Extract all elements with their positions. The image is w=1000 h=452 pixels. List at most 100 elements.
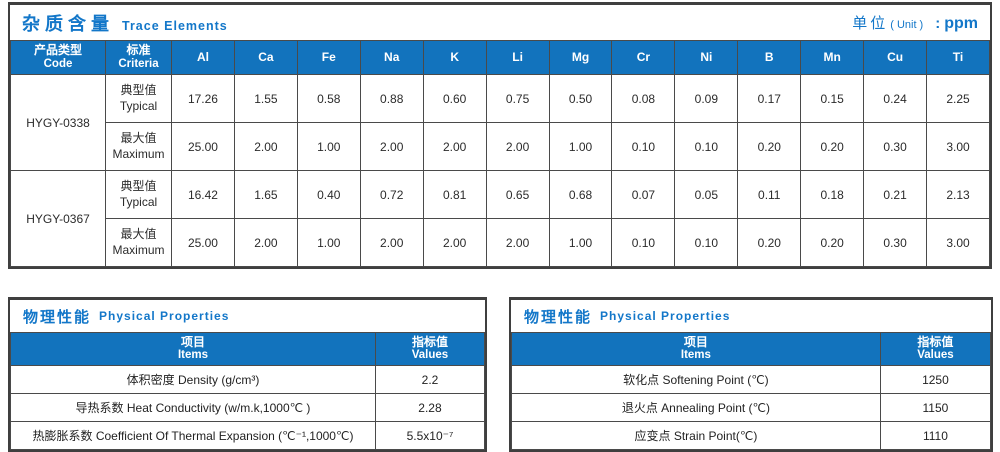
col-header-values-zh: 指标值 <box>917 334 954 349</box>
criteria-cell: 最大值 Maximum <box>105 122 172 171</box>
col-header-element: Mg <box>548 40 613 75</box>
col-header-element: Mn <box>800 40 865 75</box>
physical-properties-section-right: 物理性能 Physical Properties 项目 Items 指标值 Va… <box>509 297 993 452</box>
criteria-cell: 典型值 Typical <box>105 170 172 219</box>
table-row: HYGY-0367 典型值 Typical 16.42 1.65 0.40 0.… <box>10 170 990 267</box>
item-cell: 导热系数 Heat Conductivity (w/m.k,1000℃ ) <box>10 393 376 422</box>
value-cell: 2.00 <box>485 122 550 171</box>
value-cell: 0.20 <box>800 122 865 171</box>
trace-title-zh: 杂质含量 <box>22 13 114 34</box>
value-cell: 2.00 <box>359 218 424 267</box>
physical-header-row: 项目 Items 指标值 Values <box>511 332 992 366</box>
value-cell: 0.11 <box>737 170 802 219</box>
product-code-cell: HYGY-0338 <box>10 74 106 171</box>
col-header-values-en: Values <box>917 349 954 362</box>
table-row: 导热系数 Heat Conductivity (w/m.k,1000℃ ) 2.… <box>10 393 486 422</box>
value-cell: 0.20 <box>737 122 802 171</box>
col-header-criteria: 标准 Criteria <box>105 40 172 75</box>
value-cell: 0.50 <box>548 74 613 123</box>
col-header-element: B <box>737 40 802 75</box>
trace-table: 产品类型 Code 标准 Criteria Al Ca Fe Na K Li M… <box>10 40 990 267</box>
item-cell: 退火点 Annealing Point (℃) <box>511 393 881 422</box>
col-header-element: Ti <box>926 40 990 75</box>
table-row: 退火点 Annealing Point (℃) 1150 <box>511 393 992 422</box>
table-row: 最大值 Maximum 25.00 2.00 1.00 2.00 2.00 2.… <box>11 218 990 267</box>
value-cell: 0.68 <box>548 170 613 219</box>
physical-table-right: 项目 Items 指标值 Values 软化点 Softening Point … <box>511 332 992 450</box>
criteria-en: Typical <box>119 194 158 209</box>
physical-title-bar: 物理性能 Physical Properties <box>10 300 485 332</box>
value-cell: 1110 <box>879 421 992 450</box>
value-cell: 2.28 <box>374 393 486 422</box>
col-header-items-en: Items <box>177 349 208 362</box>
value-cell: 0.88 <box>359 74 424 123</box>
trace-title: 杂质含量 Trace Elements <box>22 10 228 36</box>
col-header-element: Na <box>359 40 424 75</box>
value-cell: 0.09 <box>674 74 739 123</box>
physical-title-bar: 物理性能 Physical Properties <box>511 300 991 332</box>
value-cell: 0.72 <box>359 170 424 219</box>
unit-zh: 单位 <box>852 15 889 32</box>
value-cell: 2.00 <box>359 122 424 171</box>
table-row: HYGY-0338 典型值 Typical 17.26 1.55 0.58 0.… <box>10 74 990 171</box>
value-cell: 0.15 <box>800 74 865 123</box>
col-header-element: K <box>422 40 487 75</box>
value-cell: 2.2 <box>374 365 486 394</box>
col-header-items-zh: 项目 <box>180 334 205 349</box>
trace-header-row: 产品类型 Code 标准 Criteria Al Ca Fe Na K Li M… <box>10 40 990 75</box>
col-header-element: Li <box>485 40 550 75</box>
col-header-values-en: Values <box>411 349 449 362</box>
col-header-element: Ni <box>674 40 739 75</box>
value-cell: 1.55 <box>233 74 298 123</box>
item-cell: 体积密度 Density (g/cm³) <box>10 365 376 394</box>
value-cell: 0.20 <box>800 218 865 267</box>
criteria-en: Typical <box>119 98 158 113</box>
value-cell: 1.65 <box>233 170 298 219</box>
value-cell: 25.00 <box>171 122 235 171</box>
table-row: 应变点 Strain Point(℃) 1110 <box>511 421 992 450</box>
value-cell: 2.13 <box>926 170 990 219</box>
table-row: 软化点 Softening Point (℃) 1250 <box>511 365 992 394</box>
table-row: 热膨胀系数 Coefficient Of Thermal Expansion (… <box>10 421 486 450</box>
col-header-element: Cu <box>863 40 928 75</box>
value-cell: 2.00 <box>485 218 550 267</box>
value-cell: 0.07 <box>611 170 676 219</box>
col-header-element: Ca <box>233 40 298 75</box>
col-header-items-en: Items <box>680 349 711 362</box>
criteria-zh: 最大值 <box>120 226 157 241</box>
trace-title-en: Trace Elements <box>122 18 228 33</box>
value-cell: 0.10 <box>674 122 739 171</box>
value-cell: 0.18 <box>800 170 865 219</box>
value-cell: 0.08 <box>611 74 676 123</box>
value-cell: 0.60 <box>422 74 487 123</box>
item-cell: 应变点 Strain Point(℃) <box>511 421 881 450</box>
value-cell: 1250 <box>879 365 992 394</box>
value-cell: 2.25 <box>926 74 990 123</box>
physical-properties-section-left: 物理性能 Physical Properties 项目 Items 指标值 Va… <box>8 297 487 452</box>
col-header-element: Fe <box>296 40 361 75</box>
criteria-zh: 典型值 <box>120 178 157 193</box>
col-header-values: 指标值 Values <box>374 332 486 366</box>
value-cell: 1150 <box>879 393 992 422</box>
value-cell: 17.26 <box>171 74 235 123</box>
value-cell: 0.81 <box>422 170 487 219</box>
col-header-product-en: Code <box>43 57 73 70</box>
col-header-element: Al <box>171 40 235 75</box>
value-cell: 2.00 <box>422 122 487 171</box>
unit-en: ( Unit ) <box>890 19 924 31</box>
value-cell: 0.17 <box>737 74 802 123</box>
value-cell: 5.5x10⁻⁷ <box>374 421 486 450</box>
col-header-values: 指标值 Values <box>879 332 992 366</box>
physical-title-zh: 物理性能 <box>23 308 92 326</box>
value-cell: 25.00 <box>171 218 235 267</box>
col-header-element: Cr <box>611 40 676 75</box>
criteria-en: Maximum <box>112 146 165 161</box>
value-cell: 0.21 <box>863 170 928 219</box>
physical-header-row: 项目 Items 指标值 Values <box>10 332 486 366</box>
value-cell: 2.00 <box>233 122 298 171</box>
col-header-product-zh: 产品类型 <box>33 43 82 58</box>
value-cell: 0.75 <box>485 74 550 123</box>
value-cell: 2.00 <box>233 218 298 267</box>
value-cell: 0.05 <box>674 170 739 219</box>
value-cell: 1.00 <box>296 218 361 267</box>
